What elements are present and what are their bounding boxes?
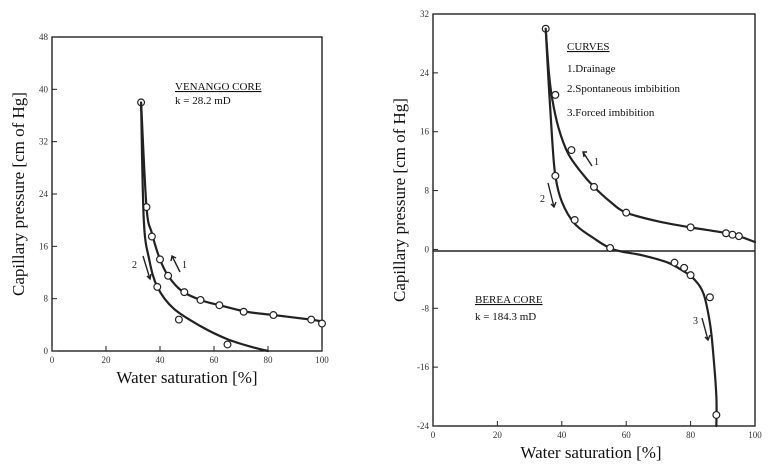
data-point	[686, 223, 695, 232]
data-point	[551, 171, 560, 180]
x-axis-label-left: Water saturation [%]	[116, 368, 257, 387]
curve-1-marker-right: 1	[594, 157, 599, 168]
x-tick-label: 100	[315, 355, 329, 365]
chart-venango: 0 8 16 24 32 40 48 0 20 40 60 80 100 VENANGO CORE k…	[9, 32, 329, 387]
x-ticks-left: 0 20 40 60 80 100	[50, 346, 329, 365]
curve-2-marker-left: 2	[132, 260, 137, 271]
series-line-2	[140, 101, 270, 353]
arrow-3-right	[701, 317, 711, 342]
data-point	[567, 146, 576, 155]
y-tick-label: 32	[39, 137, 48, 147]
data-point	[153, 282, 162, 291]
data-point	[147, 232, 156, 241]
y-tick-label: -8	[422, 303, 430, 313]
x-tick-label: 60	[622, 430, 632, 440]
x-tick-label: 20	[102, 355, 112, 365]
y-tick-label: 8	[425, 186, 430, 196]
y-tick-label: -24	[417, 421, 429, 431]
y-tick-label: 16	[420, 127, 430, 137]
data-point	[728, 230, 737, 239]
x-tick-label: 40	[156, 355, 166, 365]
y-tick-label: 16	[39, 241, 49, 251]
x-tick-label: 0	[50, 355, 55, 365]
venango-core-label: VENANGO CORE	[175, 81, 262, 93]
curves-right	[541, 24, 757, 428]
y-tick-label: 8	[44, 294, 49, 304]
y-tick-label: 40	[39, 84, 49, 94]
x-tick-label: 80	[686, 430, 696, 440]
curve-3-marker-right: 3	[693, 316, 698, 327]
data-point	[307, 315, 316, 324]
data-point	[712, 410, 721, 419]
x-tick-label: 0	[431, 430, 436, 440]
y-axis-label-left: Capillary pressure [cm of Hg]	[9, 92, 28, 296]
y-ticks-left: 0 8 16 24 32 40 48	[39, 32, 57, 356]
legend-spontaneous-imbibition: 2.Spontaneous imbibition	[567, 83, 681, 95]
arrow-2-left	[142, 255, 152, 281]
data-point	[680, 263, 689, 272]
data-point	[551, 90, 560, 99]
y-axis-label-right: Capillary pressure [cm of Hg]	[390, 98, 409, 302]
legend-forced-imbibition: 3.Forced imbibition	[567, 107, 655, 119]
curves-left	[137, 98, 327, 353]
arrow-1-left	[170, 254, 181, 273]
x-tick-label: 80	[264, 355, 274, 365]
x-tick-label: 40	[557, 430, 567, 440]
data-point	[174, 315, 183, 324]
x-tick-label: 100	[748, 430, 762, 440]
x-ticks-right: 0 20 40 60 80 100	[431, 421, 762, 440]
y-tick-label: 0	[425, 244, 430, 254]
y-tick-label: 0	[44, 346, 49, 356]
data-point	[734, 232, 743, 241]
data-point	[686, 271, 695, 280]
data-point	[606, 243, 615, 252]
data-point	[622, 208, 631, 217]
data-point	[722, 229, 731, 238]
x-axis-label-right: Water saturation [%]	[520, 443, 661, 462]
arrow-2-right	[547, 182, 557, 209]
series-line-3	[683, 270, 718, 428]
data-point	[705, 293, 714, 302]
y-tick-label: 24	[420, 68, 430, 78]
data-point	[180, 288, 189, 297]
data-point	[589, 182, 598, 191]
data-point	[196, 295, 205, 304]
y-tick-label: 32	[420, 9, 429, 19]
curve-2-marker-right: 2	[540, 194, 545, 205]
data-point	[239, 307, 248, 316]
arrow-1-right	[582, 151, 593, 167]
y-ticks-right: 32 24 16 8 0 -8 -16 -24	[417, 9, 438, 431]
series-line-1	[544, 27, 757, 244]
curves-heading: CURVES	[567, 41, 610, 53]
venango-k-label: k = 28.2 mD	[175, 95, 231, 107]
data-point	[570, 216, 579, 225]
data-point	[215, 301, 224, 310]
y-tick-label: -16	[417, 362, 429, 372]
plot-frame-right	[432, 13, 756, 427]
curve-1-marker-left: 1	[182, 260, 187, 271]
x-tick-label: 20	[493, 430, 503, 440]
y-tick-label: 24	[39, 189, 49, 199]
data-point	[223, 340, 232, 349]
berea-k-label: k = 184.3 mD	[475, 311, 536, 323]
y-tick-label: 48	[39, 32, 49, 42]
data-point	[164, 271, 173, 280]
series-line-1	[140, 101, 324, 323]
data-point	[269, 311, 278, 320]
berea-core-label: BEREA CORE	[475, 294, 543, 306]
data-point	[670, 258, 679, 267]
x-tick-label: 60	[210, 355, 220, 365]
data-point	[156, 255, 165, 264]
data-point	[318, 319, 327, 328]
legend-drainage: 1.Drainage	[567, 63, 616, 75]
